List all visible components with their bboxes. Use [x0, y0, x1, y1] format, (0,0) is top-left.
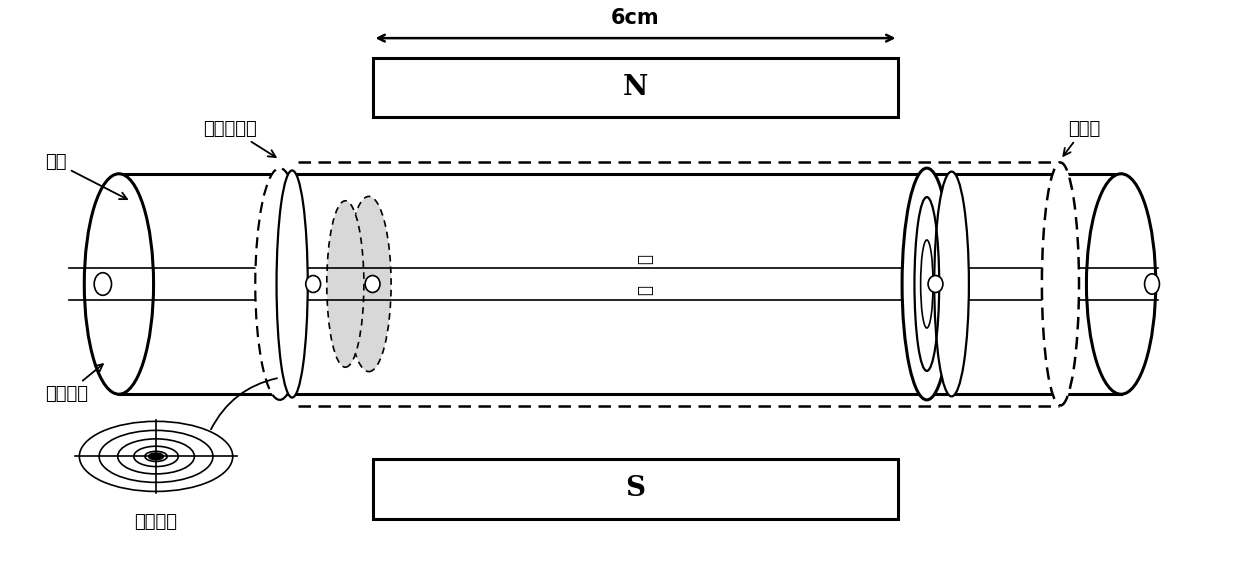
Bar	[372, 58, 898, 117]
Ellipse shape	[1042, 162, 1079, 406]
Circle shape	[149, 453, 164, 460]
Ellipse shape	[928, 275, 942, 293]
Ellipse shape	[306, 275, 321, 293]
Text: N: N	[622, 74, 649, 101]
Ellipse shape	[84, 174, 154, 394]
Ellipse shape	[365, 275, 379, 293]
Text: 6cm: 6cm	[611, 8, 660, 28]
Text: 橡胶套: 橡胶套	[1064, 119, 1100, 156]
Ellipse shape	[901, 168, 951, 400]
Text: 岩心夹持器: 岩心夹持器	[203, 119, 275, 157]
Text: 顶杆: 顶杆	[45, 153, 126, 199]
Text: 岩: 岩	[636, 253, 653, 264]
Ellipse shape	[1086, 174, 1156, 394]
Text: 心: 心	[636, 285, 653, 295]
Ellipse shape	[346, 197, 391, 371]
Text: 顶杆表面: 顶杆表面	[135, 513, 177, 531]
Text: S: S	[625, 475, 646, 502]
Ellipse shape	[94, 273, 112, 295]
Ellipse shape	[327, 201, 363, 367]
Ellipse shape	[255, 168, 304, 400]
Text: 轴向通孔: 轴向通孔	[45, 364, 103, 403]
Ellipse shape	[277, 170, 308, 398]
Ellipse shape	[934, 172, 968, 396]
Ellipse shape	[1145, 274, 1159, 294]
Bar	[372, 459, 898, 519]
